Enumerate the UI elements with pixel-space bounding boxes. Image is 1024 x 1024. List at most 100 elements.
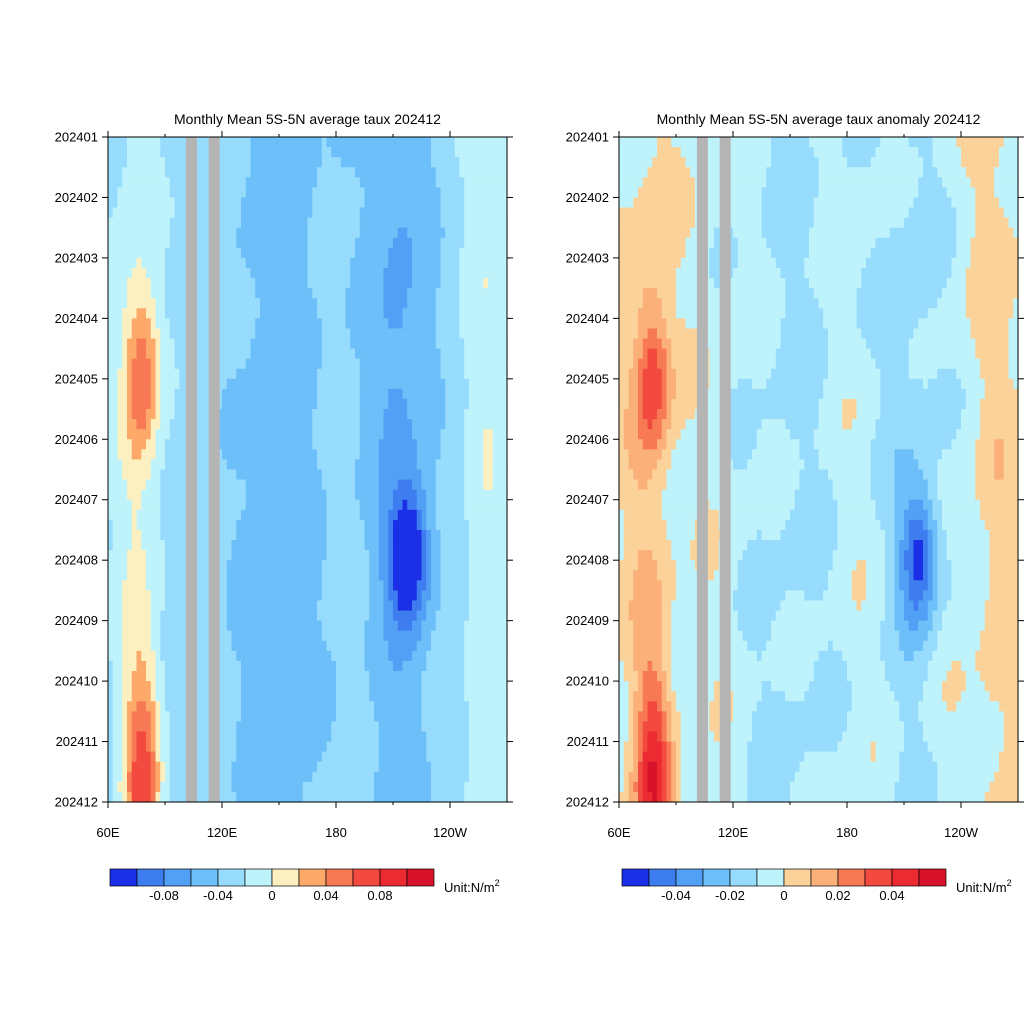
field-cell bbox=[226, 137, 233, 148]
field-cell bbox=[198, 278, 204, 289]
field-cell bbox=[146, 177, 152, 188]
field-cell bbox=[488, 348, 494, 360]
field-cell bbox=[298, 328, 304, 340]
field-cell bbox=[454, 671, 461, 682]
field-cell bbox=[336, 620, 342, 632]
field-cell bbox=[350, 197, 356, 209]
field-cell bbox=[355, 449, 361, 461]
field-cell bbox=[231, 620, 237, 632]
field-cell bbox=[364, 368, 370, 380]
field-cell bbox=[150, 388, 157, 400]
field-cell bbox=[421, 449, 427, 461]
field-cell bbox=[245, 519, 252, 531]
field-cell bbox=[393, 338, 399, 350]
field-cell bbox=[321, 529, 328, 541]
field-cell bbox=[350, 620, 356, 632]
field-cell bbox=[165, 177, 171, 188]
field-cell bbox=[459, 197, 465, 209]
field-cell bbox=[393, 620, 399, 632]
field-cell bbox=[288, 338, 294, 350]
field-cell bbox=[117, 298, 123, 309]
field-cell bbox=[483, 358, 489, 370]
field-cell bbox=[312, 590, 318, 602]
field-cell bbox=[445, 640, 451, 652]
field-cell bbox=[288, 378, 294, 390]
field-cell bbox=[331, 721, 337, 733]
field-cell bbox=[416, 590, 423, 602]
field-cell bbox=[359, 348, 366, 360]
field-cell bbox=[250, 288, 256, 299]
field-cell bbox=[141, 298, 147, 309]
field-cell bbox=[279, 590, 285, 602]
field-cell bbox=[293, 479, 299, 491]
field-cell bbox=[450, 711, 456, 722]
field-cell bbox=[131, 217, 138, 229]
field-cell bbox=[169, 459, 176, 471]
field-cell bbox=[165, 167, 171, 178]
field-cell bbox=[355, 499, 361, 511]
field-cell bbox=[469, 308, 475, 319]
field-cell bbox=[478, 570, 484, 581]
field-cell bbox=[350, 691, 356, 702]
field-cell bbox=[359, 207, 366, 219]
field-cell bbox=[350, 630, 356, 642]
field-cell bbox=[397, 318, 404, 330]
field-cell bbox=[226, 459, 233, 471]
field-cell bbox=[340, 499, 347, 511]
field-cell bbox=[307, 580, 313, 592]
field-cell bbox=[245, 147, 252, 158]
field-cell bbox=[288, 550, 294, 561]
field-cell bbox=[136, 288, 142, 299]
field-cell bbox=[397, 671, 404, 682]
field-cell bbox=[302, 691, 309, 702]
field-cell bbox=[407, 328, 413, 340]
field-cell bbox=[241, 167, 247, 178]
field-cell bbox=[502, 499, 508, 511]
field-cell bbox=[488, 590, 494, 602]
field-cell bbox=[274, 459, 280, 471]
field-cell bbox=[345, 137, 351, 148]
field-cell bbox=[146, 540, 152, 551]
field-cell bbox=[469, 177, 475, 188]
field-cell bbox=[298, 509, 304, 521]
field-cell bbox=[150, 338, 157, 350]
field-cell bbox=[312, 560, 318, 571]
field-cell bbox=[473, 278, 480, 289]
field-cell bbox=[241, 358, 247, 370]
field-cell bbox=[226, 197, 233, 209]
field-cell bbox=[383, 671, 389, 682]
field-cell bbox=[402, 217, 408, 229]
field-cell bbox=[155, 489, 161, 501]
field-cell bbox=[179, 469, 185, 481]
field-cell bbox=[454, 640, 461, 652]
field-cell bbox=[459, 237, 465, 249]
field-cell bbox=[421, 489, 427, 501]
field-cell bbox=[264, 590, 271, 602]
field-cell bbox=[255, 529, 261, 541]
field-cell bbox=[326, 267, 332, 279]
field-cell bbox=[369, 137, 375, 148]
field-cell bbox=[169, 247, 176, 259]
field-cell bbox=[136, 298, 142, 309]
field-cell bbox=[260, 288, 266, 299]
field-cell bbox=[440, 469, 446, 481]
field-cell bbox=[473, 509, 480, 521]
field-cell bbox=[288, 318, 294, 330]
field-cell bbox=[108, 640, 114, 652]
field-cell bbox=[421, 459, 427, 471]
field-cell bbox=[274, 550, 280, 561]
field-cell bbox=[464, 681, 470, 692]
field-cell bbox=[203, 701, 209, 712]
field-cell bbox=[402, 398, 408, 410]
field-cell bbox=[464, 167, 470, 178]
field-cell bbox=[117, 711, 123, 722]
field-cell bbox=[288, 671, 294, 682]
field-cell bbox=[336, 267, 342, 279]
field-cell bbox=[283, 388, 290, 400]
field-cell bbox=[359, 338, 366, 350]
field-cell bbox=[336, 177, 342, 188]
field-cell bbox=[416, 318, 423, 330]
field-cell bbox=[454, 600, 461, 612]
field-cell bbox=[312, 157, 318, 168]
field-cell bbox=[435, 681, 442, 692]
